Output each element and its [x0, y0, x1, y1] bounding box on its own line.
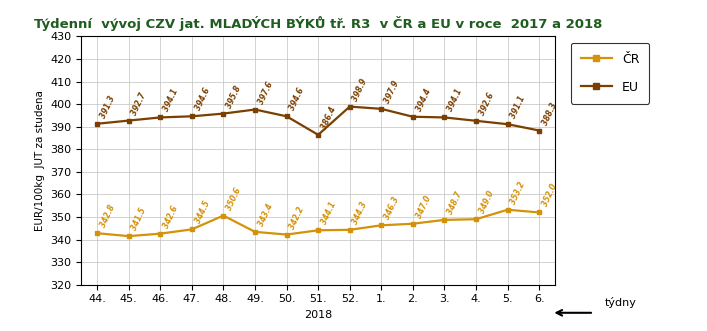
Text: 350.6: 350.6 — [225, 186, 243, 212]
EU — [93, 122, 101, 126]
ČR — [503, 208, 512, 212]
ČR — [314, 228, 322, 232]
EU — [440, 116, 449, 119]
Text: 386.4: 386.4 — [320, 105, 338, 131]
Text: týdny: týdny — [604, 297, 636, 308]
Text: 392.6: 392.6 — [477, 91, 496, 117]
ČR — [282, 233, 291, 237]
Text: 394.4: 394.4 — [414, 87, 433, 113]
ČR — [440, 218, 449, 222]
EU — [124, 118, 133, 122]
ČR — [187, 227, 196, 231]
Text: 342.2: 342.2 — [288, 205, 306, 230]
ČR — [377, 223, 385, 227]
ČR — [93, 231, 101, 235]
EU — [282, 114, 291, 118]
EU — [535, 128, 544, 132]
EU — [251, 108, 259, 112]
Text: 398.9: 398.9 — [351, 77, 369, 102]
Text: 392.7: 392.7 — [130, 91, 148, 117]
ČR — [472, 217, 480, 221]
ČR — [219, 213, 228, 217]
ČR — [156, 232, 165, 236]
ČR — [124, 234, 133, 238]
Legend: ČR, EU: ČR, EU — [571, 43, 650, 104]
EU — [503, 122, 512, 126]
Text: 353.2: 353.2 — [509, 180, 527, 206]
Text: 347.0: 347.0 — [414, 194, 433, 219]
Text: 344.3: 344.3 — [351, 200, 369, 226]
Text: 394.6: 394.6 — [288, 87, 306, 112]
Text: 397.9: 397.9 — [382, 79, 401, 105]
Text: 342.8: 342.8 — [98, 204, 117, 229]
Line: EU: EU — [95, 104, 542, 137]
EU — [409, 115, 417, 119]
Text: 394.1: 394.1 — [446, 88, 464, 113]
Text: 391.1: 391.1 — [509, 95, 527, 120]
ČR — [251, 230, 259, 234]
Y-axis label: EUR/100kg  JUT za studena: EUR/100kg JUT za studena — [35, 90, 45, 231]
Text: 395.8: 395.8 — [225, 84, 243, 110]
Line: ČR: ČR — [95, 207, 542, 239]
Text: 394.6: 394.6 — [193, 87, 211, 112]
Text: 394.1: 394.1 — [162, 88, 180, 113]
Text: 348.7: 348.7 — [446, 190, 464, 216]
Text: 344.1: 344.1 — [320, 201, 338, 226]
ČR — [409, 222, 417, 226]
Text: 397.6: 397.6 — [257, 80, 274, 105]
ČR — [346, 228, 354, 232]
ČR — [535, 211, 544, 214]
EU — [472, 119, 480, 123]
EU — [314, 133, 322, 137]
Text: 342.6: 342.6 — [162, 204, 180, 229]
X-axis label: 2018: 2018 — [304, 310, 332, 320]
Text: 388.3: 388.3 — [541, 101, 559, 126]
Text: 343.4: 343.4 — [257, 202, 274, 228]
Title: Týdenní  vývoj CZV jat. MLADÝCH BÝKŮ tř. R3  v ČR a EU v roce  2017 a 2018: Týdenní vývoj CZV jat. MLADÝCH BÝKŮ tř. … — [34, 16, 602, 31]
Text: 344.5: 344.5 — [193, 200, 211, 225]
EU — [377, 107, 385, 111]
EU — [156, 116, 165, 119]
Text: 346.3: 346.3 — [382, 196, 401, 221]
Text: 349.0: 349.0 — [477, 190, 496, 215]
Text: 352.0: 352.0 — [541, 183, 559, 208]
EU — [219, 112, 228, 116]
EU — [187, 114, 196, 118]
EU — [346, 105, 354, 109]
Text: 341.5: 341.5 — [130, 207, 148, 232]
Text: 391.3: 391.3 — [98, 94, 117, 119]
